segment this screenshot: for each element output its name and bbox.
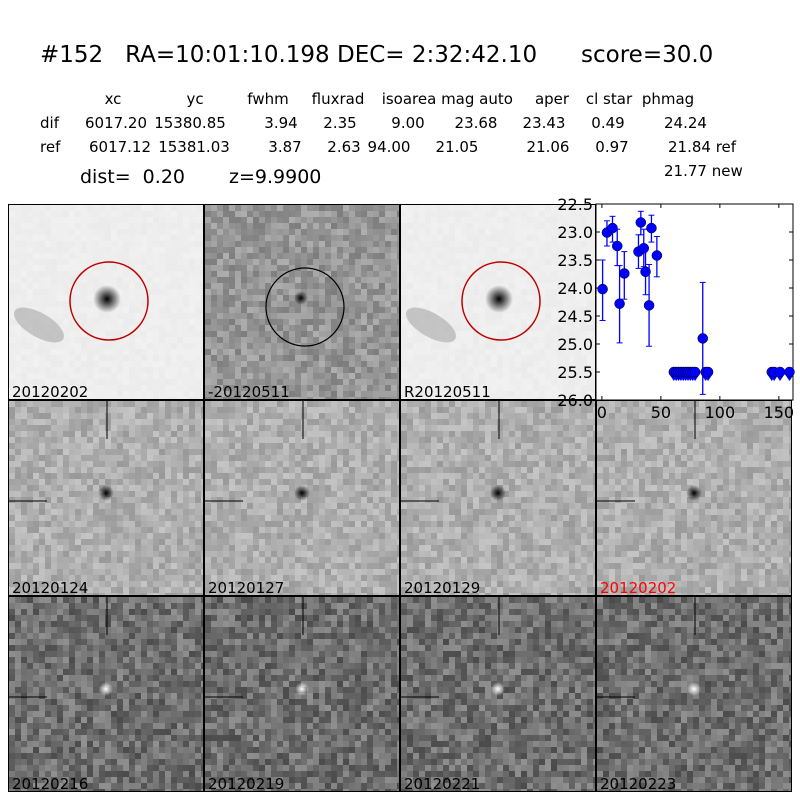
table-cell: 2.63 [327, 138, 361, 156]
column-header: fwhm [247, 90, 289, 108]
y-tick-label: 24.0 [557, 279, 593, 298]
stamp-ref: 20120202 [8, 204, 204, 400]
stamp-dark: 20120127 [204, 400, 400, 596]
data-point [619, 268, 630, 279]
table-cell: 23.68 [454, 114, 498, 132]
table-cell: 6017.20 [84, 114, 148, 132]
stamp-bright: 20120219 [204, 596, 400, 792]
y-tick-label: 25.0 [557, 335, 593, 354]
upper-limit-point [784, 366, 795, 378]
dec: DEC= 2:32:42.10 [337, 42, 538, 68]
table-cell: 21.84 ref [668, 138, 737, 156]
stamp-bright: 20120223 [596, 596, 792, 792]
y-tick-label: 25.5 [557, 363, 593, 382]
table-cell: 94.00 [367, 138, 411, 156]
phmag-new: 21.77 new [664, 162, 743, 180]
data-point [640, 266, 651, 278]
stamp-ref: R20120511 [400, 204, 596, 400]
ra: RA=10:01:10.198 [125, 42, 330, 68]
table-cell: 0.49 [591, 114, 625, 132]
table-cell: 24.24 [664, 114, 707, 132]
column-header: yc [186, 90, 204, 108]
x-tick-label: 0 [597, 403, 607, 422]
stamp-dark: 20120124 [8, 400, 204, 596]
x-tick-label: 100 [705, 403, 736, 422]
title: #152 RA=10:01:10.198 DEC= 2:32:42.10 sco… [40, 42, 713, 68]
light-curve-plot: 22.5 23.0 23.5 24.0 24.5 25.0 25.5 26.00 50 100 15… [557, 196, 795, 422]
upper-limit-point [702, 366, 714, 378]
stamp-date-label: -20120511 [208, 383, 290, 400]
data-point [643, 300, 655, 311]
table-cell: 15380.85 [154, 114, 226, 132]
data-point [646, 222, 657, 234]
data-point [597, 283, 608, 295]
y-tick-label: 26.0 [557, 391, 593, 410]
stamp-date-label: 20120216 [12, 775, 89, 792]
table-cell: 21.05 [435, 138, 479, 156]
data-point [614, 298, 625, 309]
x-tick-label: 50 [651, 403, 671, 422]
stamp-diff: -20120511 [204, 204, 400, 400]
stamp-date-label: 20120223 [600, 775, 677, 792]
score: score=30.0 [581, 42, 714, 68]
redshift: z=9.9900 [229, 166, 322, 188]
column-header: phmag [641, 90, 695, 108]
candidate-id: #152 [40, 42, 104, 68]
stamp-dark: 20120129 [400, 400, 596, 596]
stamp-date-label: 20120124 [12, 579, 89, 596]
upper-limit-point [774, 366, 786, 378]
stamp-date-label: 20120129 [404, 579, 481, 596]
row-label: ref [40, 138, 61, 156]
y-tick-label: 23.5 [557, 251, 593, 270]
row-label: dif [40, 114, 59, 132]
table-cell: 3.87 [268, 138, 302, 156]
stamp-date-label: 20120202 [600, 579, 677, 596]
column-header: isoarea [381, 90, 437, 108]
stamp-date-label: 20120219 [208, 775, 285, 792]
stamp-date-label: 20120127 [208, 579, 285, 596]
table-cell: 21.06 [526, 138, 570, 156]
table-cell: 0.97 [595, 138, 629, 156]
column-header: aper [534, 90, 570, 108]
stamp-date-label: 20120221 [404, 775, 481, 792]
data-point [607, 222, 618, 234]
data-point [638, 242, 650, 254]
y-tick-label: 22.5 [557, 196, 593, 214]
data-point [651, 250, 663, 261]
stamp-bright: 20120216 [8, 596, 204, 792]
table-cell: 3.94 [264, 114, 298, 132]
data-point [697, 333, 709, 344]
column-header: xc [104, 90, 122, 108]
stamp-date-label: 20120202 [12, 383, 89, 400]
x-tick-label: 150 [764, 403, 795, 422]
stamp-date-label: R20120511 [404, 383, 491, 400]
column-header: mag auto [441, 90, 513, 108]
upper-limit-point [689, 366, 701, 378]
stamp-dark: 20120202 [596, 400, 792, 596]
column-header: fluxrad [311, 90, 365, 108]
y-tick-label: 24.5 [557, 307, 593, 326]
table-cell: 2.35 [323, 114, 357, 132]
table-cell: 15381.03 [158, 138, 230, 156]
stamp-bright: 20120221 [400, 596, 596, 792]
table-cell: 6017.12 [88, 138, 152, 156]
data-point [635, 217, 647, 228]
table-cell: 9.00 [391, 114, 425, 132]
data-point [611, 240, 623, 252]
table-cell: 23.43 [522, 114, 566, 132]
y-tick-label: 23.0 [557, 223, 593, 242]
column-header: cl star [585, 90, 633, 108]
dist: dist= 0.20 [80, 166, 185, 188]
